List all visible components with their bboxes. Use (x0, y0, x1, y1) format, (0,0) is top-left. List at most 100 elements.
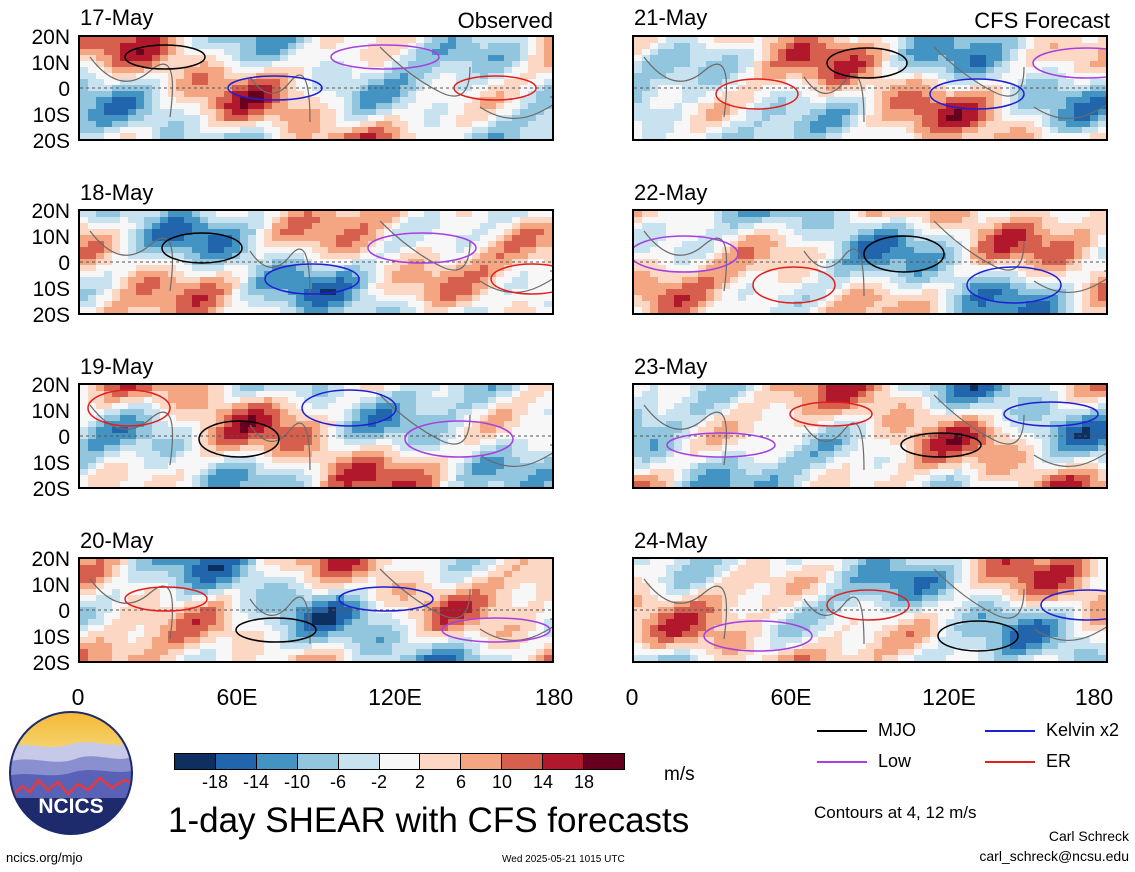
legend-label-low: Low (878, 751, 912, 771)
colorbar-tick-label: -10 (283, 772, 310, 792)
legend-line-mjo (817, 730, 867, 732)
coastlines (89, 568, 552, 645)
contour-kelvin-x2 (966, 266, 1062, 304)
y-tick-label: 0 (58, 78, 70, 101)
colorbar-swatch (296, 754, 338, 769)
x-tick-label: 60E (216, 684, 258, 710)
logo-text: NCICS (38, 795, 103, 818)
y-tick-label: 20S (32, 652, 70, 675)
contour-mjo (826, 47, 908, 79)
y-tick-label: 20S (32, 130, 70, 153)
contour-low (666, 432, 776, 458)
panel-svg (80, 385, 552, 487)
colorbar-swatch (583, 754, 624, 769)
shear-field (80, 385, 552, 487)
y-tick-label: 20S (32, 304, 70, 327)
y-tick-label: 20N (31, 26, 70, 49)
chart-title: 1-day SHEAR with CFS forecasts (168, 801, 690, 840)
contour-mjo (900, 432, 982, 458)
contour-kelvin-x2 (301, 389, 397, 427)
contour-er (87, 389, 171, 427)
date-label-forecast-2: 22-May (634, 180, 708, 205)
colorbar-swatch (419, 754, 461, 769)
contour-er (826, 589, 910, 621)
colorbar-tick-label: 18 (573, 772, 595, 792)
y-tick-label: 10N (31, 52, 70, 75)
contour-low (703, 620, 813, 652)
y-tick-label: 0 (58, 252, 70, 275)
y-tick-label: 0 (58, 600, 70, 623)
colorbar-swatch (337, 754, 379, 769)
contour-low (1032, 47, 1106, 79)
date-label-observed-4: 20-May (80, 528, 154, 553)
colorbar-swatch (542, 754, 584, 769)
legend-label-kelvin: Kelvin x2 (1046, 720, 1120, 740)
colorbar-tick-label: -6 (329, 772, 346, 792)
y-tick-label: 20S (32, 478, 70, 501)
contour-er (752, 266, 836, 304)
contour-kelvin-x2 (929, 78, 1025, 110)
coastlines (643, 220, 1106, 297)
colorbar-swatch (378, 754, 420, 769)
heatmap-panel-forecast-1 (632, 35, 1108, 141)
legend-label-mjo: MJO (878, 720, 916, 740)
colorbar-swatch (501, 754, 543, 769)
heatmap-panel-forecast-2 (632, 209, 1108, 315)
contour-mjo (198, 420, 280, 458)
contour-er (789, 401, 873, 427)
panel-svg (80, 37, 552, 139)
panel-svg (80, 559, 552, 661)
contour-er (453, 75, 537, 101)
x-tick-label: 180 (1074, 684, 1114, 710)
units-label: m/s (664, 764, 695, 785)
colorbar-swatch (214, 754, 256, 769)
y-tick-label: 10S (32, 104, 70, 127)
panel-svg (634, 385, 1106, 487)
colorbar-tick-label: -18 (201, 772, 228, 792)
panel-svg (634, 211, 1106, 313)
contour-mjo (124, 44, 206, 70)
date-label-observed-2: 18-May (80, 180, 154, 205)
colorbar-tick-label: 14 (532, 772, 554, 792)
y-tick-label: 10S (32, 626, 70, 649)
heatmap-panel-observed-1 (78, 35, 554, 141)
y-tick-label: 10S (32, 278, 70, 301)
contour-low (404, 420, 514, 458)
coastlines (643, 568, 1106, 645)
colorbar-tick-label: 2 (414, 772, 425, 792)
x-tick-label: 180 (534, 684, 574, 710)
heatmap-panel-observed-4 (78, 557, 554, 663)
coastlines (643, 394, 1106, 471)
heatmap-panel-observed-3 (78, 383, 554, 489)
ncics-logo: NCICS (9, 711, 133, 835)
shear-field (634, 385, 1106, 487)
colorbar-tick-label: 10 (491, 772, 513, 792)
shear-field (80, 211, 552, 313)
contour-mjo (161, 232, 243, 264)
legend-label-er: ER (1046, 751, 1072, 771)
heatmap-panel-observed-2 (78, 209, 554, 315)
date-label-forecast-1: 21-May (634, 5, 708, 30)
contour-low (367, 232, 477, 264)
colorbar-tick-label: 6 (455, 772, 466, 792)
footer-site: ncics.org/mjo (6, 850, 83, 865)
colorbar-swatch (460, 754, 502, 769)
date-label-observed-1: 17-May (80, 5, 154, 30)
legend-line-low (817, 761, 867, 763)
panel-svg (634, 559, 1106, 661)
contour-er (490, 263, 552, 295)
panel-svg (634, 37, 1106, 139)
contour-kelvin-x2 (227, 75, 323, 101)
contour-low (441, 617, 551, 643)
contour-mjo (937, 620, 1019, 652)
contour-er (715, 78, 799, 110)
legend-line-er (985, 761, 1035, 763)
date-label-forecast-4: 24-May (634, 528, 708, 553)
contour-mjo (863, 235, 945, 273)
contour-mjo (235, 617, 317, 643)
contour-kelvin-x2 (338, 586, 434, 612)
colorbar-tick-label: -2 (370, 772, 387, 792)
x-tick-label: 120E (368, 684, 422, 710)
y-tick-label: 20N (31, 374, 70, 397)
observed-title: Observed (457, 8, 553, 33)
